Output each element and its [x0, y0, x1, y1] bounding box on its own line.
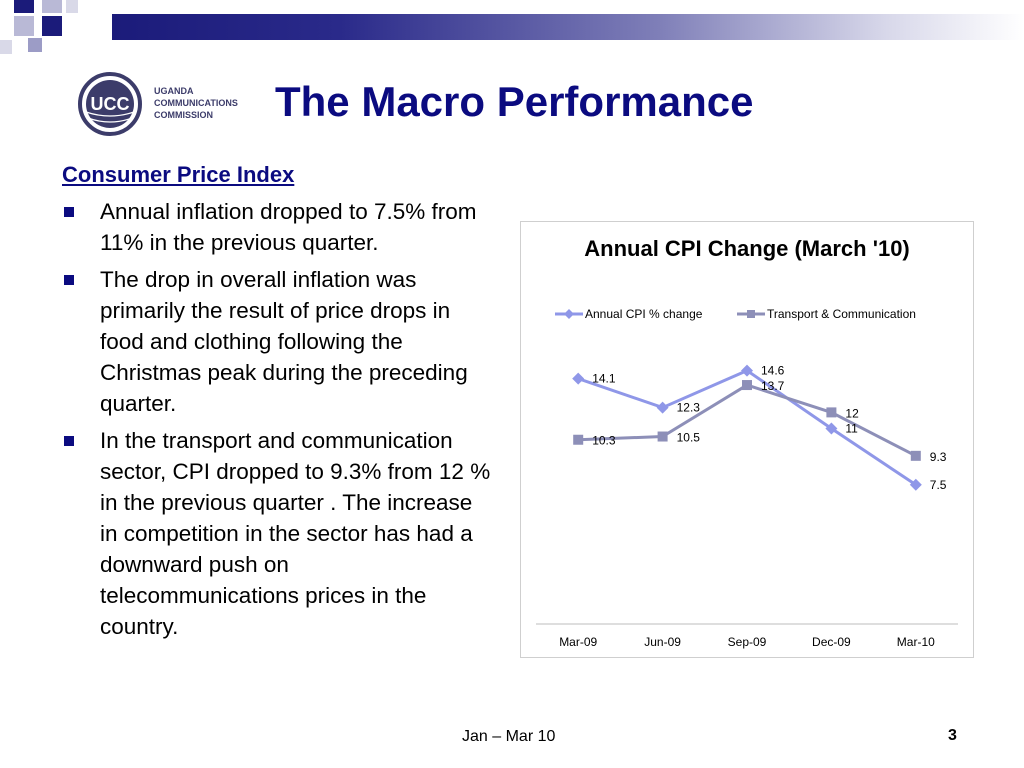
data-label: 11 — [845, 421, 858, 435]
data-label: 10.5 — [677, 431, 701, 445]
bullet-text: Annual inflation dropped to 7.5% from 11… — [100, 199, 477, 255]
legend-diamond-icon — [564, 309, 574, 319]
square-bullet-icon — [64, 207, 74, 217]
bullet-item: In the transport and communication secto… — [62, 425, 492, 642]
data-point — [826, 407, 837, 418]
data-point — [741, 364, 753, 377]
data-label: 14.6 — [761, 364, 785, 378]
data-point — [657, 431, 668, 442]
ucc-logo: UCC UGANDA COMMUNICATIONS COMMISSION — [78, 72, 238, 136]
data-label: 14.1 — [592, 372, 616, 386]
data-point — [656, 401, 669, 414]
x-tick-label: Mar-09 — [559, 635, 597, 649]
x-tick-label: Jun-09 — [644, 635, 681, 649]
data-label: 12 — [845, 406, 859, 420]
x-tick-label: Mar-10 — [897, 635, 935, 649]
bullet-list: Annual inflation dropped to 7.5% from 11… — [62, 196, 492, 648]
footer-date: Jan – Mar 10 — [462, 728, 556, 745]
bullet-item: Annual inflation dropped to 7.5% from 11… — [62, 196, 492, 258]
bullet-text: The drop in overall inflation was primar… — [100, 267, 468, 416]
logo-name-line: COMMUNICATIONS — [154, 98, 238, 108]
data-label: 10.3 — [592, 434, 616, 448]
cpi-chart: Annual CPI Change (March '10) Mar-09 Jun-… — [520, 221, 974, 658]
section-subheading: Consumer Price Index — [62, 162, 295, 187]
chart-plot: Mar-09 Jun-09 Sep-09 Dec-09 Mar-10 Annual CPI… — [536, 307, 958, 649]
data-label: 12.3 — [677, 401, 701, 415]
square-bullet-icon — [64, 436, 74, 446]
decorative-squares — [0, 0, 78, 54]
legend-label: Transport & Communication — [767, 307, 916, 321]
bullet-item: The drop in overall inflation was primar… — [62, 264, 492, 419]
x-tick-label: Sep-09 — [728, 635, 767, 649]
legend-square-icon — [747, 310, 755, 318]
x-tick-label: Dec-09 — [812, 635, 851, 649]
square-bullet-icon — [64, 275, 74, 285]
logo-name-line: UGANDA — [154, 86, 194, 96]
bullet-text: In the transport and communication secto… — [100, 428, 491, 639]
data-point — [742, 380, 752, 391]
data-label: 13.7 — [761, 379, 785, 393]
data-label: 9.3 — [930, 450, 947, 464]
slide-title: The Macro Performance — [275, 78, 754, 125]
data-point — [909, 478, 922, 491]
logo-name-line: COMMISSION — [154, 110, 213, 120]
logo-mark-text: UCC — [91, 94, 130, 114]
data-point — [910, 450, 921, 461]
data-point — [573, 434, 584, 445]
page-number: 3 — [948, 727, 957, 744]
data-label: 7.5 — [930, 478, 947, 492]
data-point — [572, 372, 585, 385]
header-gradient-bar — [112, 14, 1024, 40]
chart-title: Annual CPI Change (March '10) — [584, 236, 910, 261]
data-point — [825, 422, 838, 435]
legend-label: Annual CPI % change — [585, 307, 703, 321]
